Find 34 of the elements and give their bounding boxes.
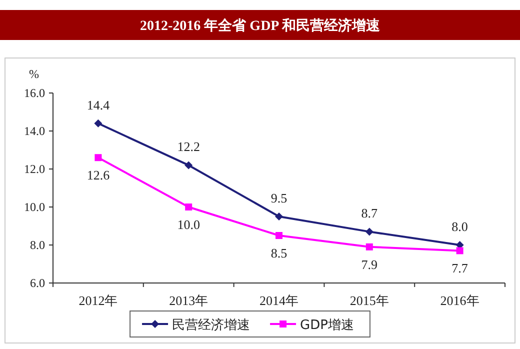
data-label: 12.6 [86,168,110,183]
x-tick-label: 2016年 [440,293,480,308]
data-label: 8.5 [270,246,288,260]
legend-label: GDP增速 [300,318,354,333]
point [275,212,283,220]
data-label: 12.2 [177,139,200,154]
y-tick-label: 6.0 [30,276,45,290]
y-tick-label: 8.0 [30,238,45,252]
x-tick-label: 2013年 [169,293,208,308]
data-label: 14.4 [86,97,110,112]
x-tick-label: 2015年 [350,293,389,308]
data-label: 7.9 [361,256,378,272]
data-label: 8.7 [361,206,378,221]
data-label: 8.0 [452,219,468,234]
data-label: 10.0 [177,217,200,232]
point [94,154,102,162]
point [184,161,193,170]
y-tick-label: 16.0 [24,86,45,100]
point [94,119,102,128]
y-tick-label: 10.0 [24,200,45,214]
point [185,204,192,210]
data-label: 7.7 [452,260,468,276]
point [276,232,282,239]
chart-title: 2012-2016 年全省 GDP 和民营经济增速 [140,17,381,34]
point [365,228,374,236]
y-tick-label: 14.0 [24,124,45,138]
x-tick-label: 2014年 [260,293,298,308]
legend-label: 民营经济增速 [172,318,250,333]
y-axis-title: % [29,67,39,81]
y-tick-label: 12.0 [24,162,45,176]
x-tick-label: 2012年 [78,293,118,308]
point [366,243,373,250]
data-label: 9.5 [270,190,288,206]
point [456,247,464,254]
